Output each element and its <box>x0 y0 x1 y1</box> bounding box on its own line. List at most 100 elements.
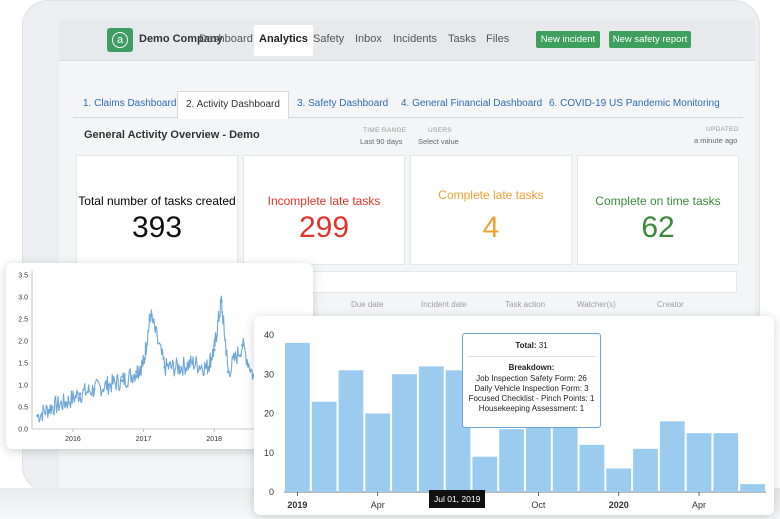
time-range-value[interactable]: Last 90 days <box>360 137 403 146</box>
tooltip-line: Housekeeping Assessment: 1 <box>478 404 585 413</box>
y-tick-label: 2.0 <box>18 339 28 346</box>
bar[interactable] <box>499 429 524 492</box>
new-safety-report-button[interactable]: New safety report <box>609 31 691 48</box>
y-tick-label: 1.0 <box>18 383 28 390</box>
bar-chart-panel: 0 10 20 30 40 2019 Apr Oct 2020 Apr Total: 31 Bre… <box>254 316 774 515</box>
data-point <box>78 392 82 396</box>
bar[interactable] <box>338 370 364 492</box>
tab-activity[interactable]: 2. Activity Dashboard <box>177 91 289 119</box>
top-navigation: a Demo Company Dashboard Analytics Safet… <box>59 19 755 61</box>
tooltip-line: Focused Checklist - Pinch Points: 1 <box>468 394 595 403</box>
data-point <box>205 366 209 369</box>
tooltip-breakdown-label: Breakdown: <box>508 363 555 372</box>
y-tick-label: 0.5 <box>18 405 28 412</box>
data-point <box>241 344 244 347</box>
tab-covid[interactable]: 6. COVID-19 US Pandemic Monitoring <box>549 98 720 109</box>
y-tick-label: 20 <box>264 409 274 419</box>
y-tick-label: 10 <box>264 448 274 458</box>
y-tick-label: 1.5 <box>18 361 28 368</box>
data-point <box>64 401 68 404</box>
y-tick-label: 0.0 <box>18 427 28 434</box>
dashboard-tabs: 1. Claims Dashboard 2. Activity Dashboar… <box>73 91 743 119</box>
nav-dashboard[interactable]: Dashboard <box>199 33 253 45</box>
data-point <box>142 361 145 365</box>
bar[interactable] <box>659 421 685 492</box>
nav-analytics[interactable]: Analytics <box>254 25 313 56</box>
data-point <box>135 370 138 374</box>
data-point <box>92 388 96 391</box>
tooltip-total-label: Total: <box>515 341 537 350</box>
nav-incidents[interactable]: Incidents <box>393 33 438 45</box>
x-tick-label: 2016 <box>65 436 81 443</box>
chart-tooltip: Total: 31 Breakdown: Job Inspection Safe… <box>462 333 601 428</box>
kpi-value: 62 <box>641 211 675 244</box>
x-tick-label: Apr <box>692 500 706 510</box>
kpi-card-incomplete-late: Incomplete late tasks 299 <box>243 155 405 265</box>
kpi-value: 393 <box>131 211 183 244</box>
bar[interactable] <box>606 468 632 492</box>
bar[interactable] <box>633 448 658 492</box>
bar[interactable] <box>740 484 765 492</box>
data-point <box>50 405 54 409</box>
col-creator[interactable]: Creator <box>657 300 684 309</box>
x-tick-label: 2017 <box>136 436 152 443</box>
kpi-label: Complete late tasks <box>438 188 544 202</box>
nav-tasks[interactable]: Tasks <box>448 33 477 45</box>
page-title: General Activity Overview - Demo <box>84 129 260 141</box>
kpi-value: 299 <box>298 211 350 244</box>
col-task-action[interactable]: Task action <box>505 300 546 309</box>
bar[interactable] <box>472 456 498 492</box>
x-tick-label: 2019 <box>287 500 307 510</box>
tooltip-divider <box>467 356 596 357</box>
tab-financial[interactable]: 4. General Financial Dashboard <box>401 98 543 109</box>
data-point <box>120 379 124 382</box>
tab-claims[interactable]: 1. Claims Dashboard <box>83 98 177 109</box>
kpi-card-total: Total number of tasks created 393 <box>76 155 238 265</box>
data-point <box>36 414 40 418</box>
tooltip-total-value: 31 <box>538 341 548 350</box>
y-tick-label: 2.5 <box>18 317 28 324</box>
y-tick-label: 30 <box>264 369 274 379</box>
col-due-date[interactable]: Due date <box>351 300 384 309</box>
company-logo-icon[interactable]: a <box>107 28 133 52</box>
x-tick-label: Apr <box>371 500 385 510</box>
tab-safety[interactable]: 3. Safety Dashboard <box>297 98 389 109</box>
nav-inbox[interactable]: Inbox <box>355 33 382 45</box>
y-tick-label: 0 <box>269 487 274 497</box>
bar[interactable] <box>418 366 444 492</box>
col-watchers[interactable]: Watcher(s) <box>577 300 616 309</box>
bar[interactable] <box>686 433 712 492</box>
kpi-label: Incomplete late tasks <box>267 194 381 208</box>
company-name[interactable]: Demo Company <box>139 33 223 45</box>
new-incident-button[interactable]: New incident <box>536 31 600 48</box>
updated-label: UPDATED <box>706 126 739 133</box>
y-tick-label: 3.5 <box>18 273 28 280</box>
bar[interactable] <box>365 413 391 493</box>
bar[interactable] <box>311 401 337 492</box>
kpi-label: Total number of tasks created <box>78 194 236 208</box>
x-tick-label: 2018 <box>206 436 222 443</box>
updated-value: a minute ago <box>694 136 738 145</box>
nav-safety[interactable]: Safety <box>313 33 345 45</box>
data-point <box>163 366 167 369</box>
col-incident-date[interactable]: Incident date <box>421 300 467 309</box>
data-point <box>212 348 216 352</box>
kpi-card-complete-late: Complete late tasks 4 <box>410 155 572 265</box>
bar[interactable] <box>713 433 739 492</box>
users-select[interactable]: Select value <box>418 137 459 146</box>
data-point <box>226 370 230 374</box>
nav-files[interactable]: Files <box>486 33 510 45</box>
bar[interactable] <box>285 342 310 492</box>
data-point <box>149 313 153 316</box>
data-point <box>219 300 223 303</box>
y-tick-label: 3.0 <box>18 295 28 302</box>
bar[interactable] <box>579 444 605 492</box>
data-point <box>191 361 195 365</box>
tooltip-line: Job Inspection Safety Form: 26 <box>476 374 587 383</box>
bar-chart: 0 10 20 30 40 2019 Apr Oct 2020 Apr <box>264 330 766 510</box>
kpi-value: 4 <box>482 211 500 244</box>
kpi-card-complete-on-time: Complete on time tasks 62 <box>577 155 739 265</box>
bar[interactable] <box>392 374 417 492</box>
time-range-label: TIME RANGE <box>363 127 407 134</box>
